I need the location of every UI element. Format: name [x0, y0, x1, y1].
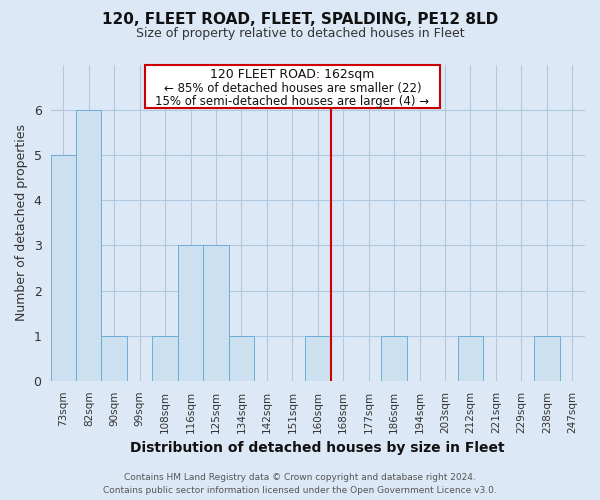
Bar — [178, 246, 203, 381]
Bar — [382, 336, 407, 381]
Bar — [203, 246, 229, 381]
Text: Contains HM Land Registry data © Crown copyright and database right 2024.
Contai: Contains HM Land Registry data © Crown c… — [103, 474, 497, 495]
Bar — [50, 155, 76, 381]
Bar — [152, 336, 178, 381]
Text: 15% of semi-detached houses are larger (4) →: 15% of semi-detached houses are larger (… — [155, 96, 430, 108]
Bar — [305, 336, 331, 381]
FancyBboxPatch shape — [145, 65, 440, 108]
Bar — [534, 336, 560, 381]
Text: ← 85% of detached houses are smaller (22): ← 85% of detached houses are smaller (22… — [164, 82, 421, 95]
Text: Size of property relative to detached houses in Fleet: Size of property relative to detached ho… — [136, 28, 464, 40]
Bar — [229, 336, 254, 381]
Bar — [101, 336, 127, 381]
Text: 120, FLEET ROAD, FLEET, SPALDING, PE12 8LD: 120, FLEET ROAD, FLEET, SPALDING, PE12 8… — [102, 12, 498, 28]
Bar — [76, 110, 101, 381]
X-axis label: Distribution of detached houses by size in Fleet: Distribution of detached houses by size … — [130, 441, 505, 455]
Y-axis label: Number of detached properties: Number of detached properties — [15, 124, 28, 322]
Text: 120 FLEET ROAD: 162sqm: 120 FLEET ROAD: 162sqm — [210, 68, 374, 82]
Bar — [458, 336, 483, 381]
